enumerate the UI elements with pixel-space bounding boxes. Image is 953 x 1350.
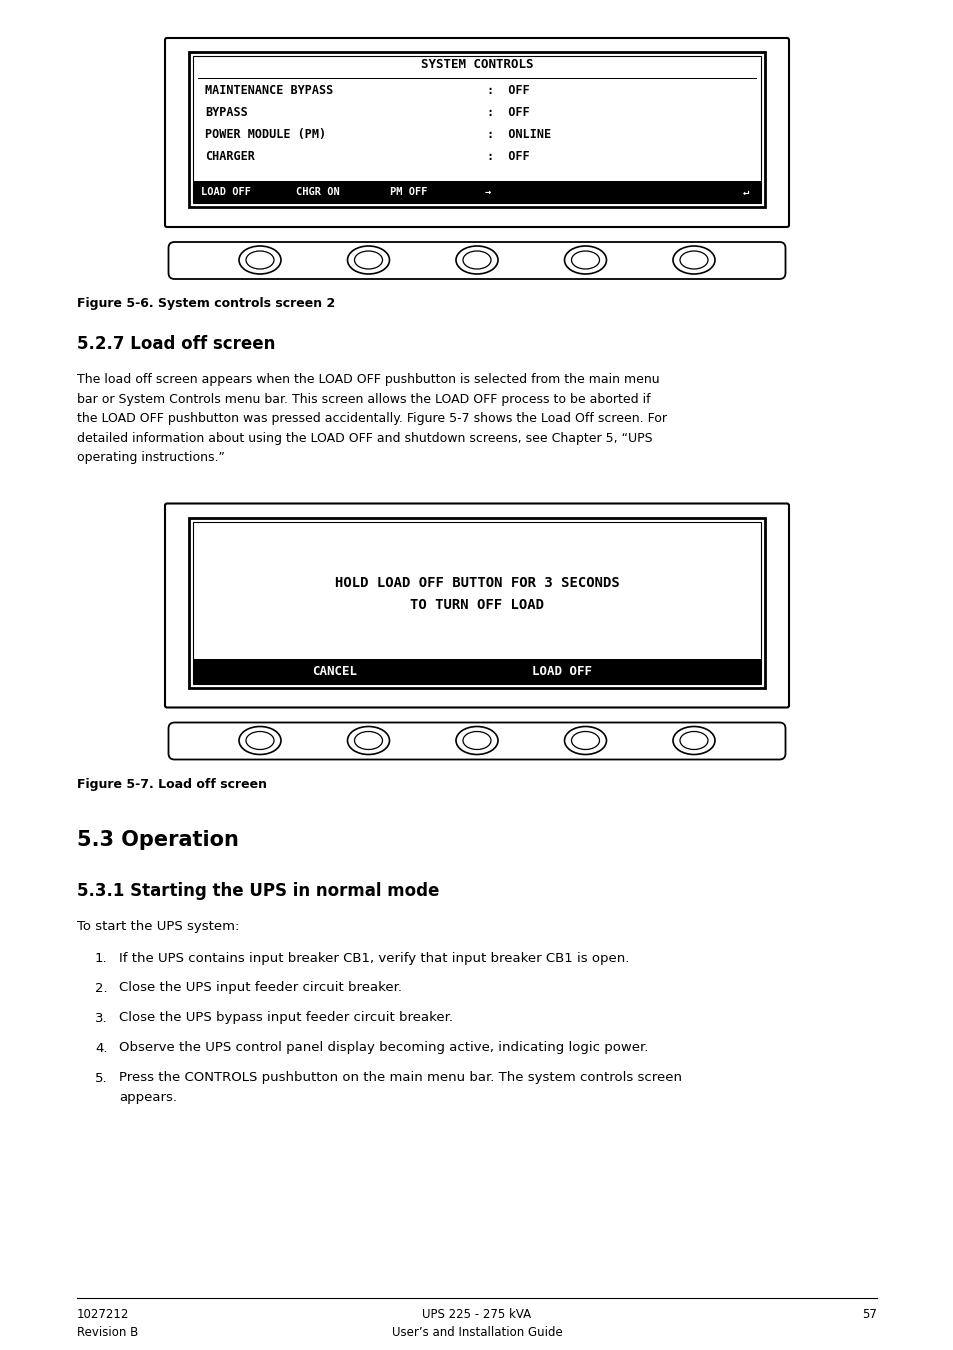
Bar — [189, 53, 764, 207]
Text: :  ONLINE: : ONLINE — [486, 128, 551, 140]
Ellipse shape — [347, 726, 389, 755]
FancyBboxPatch shape — [169, 722, 784, 760]
Ellipse shape — [564, 246, 606, 274]
Ellipse shape — [564, 726, 606, 755]
Ellipse shape — [571, 251, 598, 269]
Ellipse shape — [246, 251, 274, 269]
Text: Figure 5-6. System controls screen 2: Figure 5-6. System controls screen 2 — [77, 297, 335, 310]
Ellipse shape — [239, 726, 281, 755]
Text: Observe the UPS control panel display becoming active, indicating logic power.: Observe the UPS control panel display be… — [119, 1041, 648, 1054]
Bar — [193, 521, 760, 683]
Text: 5.3.1 Starting the UPS in normal mode: 5.3.1 Starting the UPS in normal mode — [77, 882, 439, 899]
Ellipse shape — [679, 732, 707, 749]
Text: 5.2.7 Load off screen: 5.2.7 Load off screen — [77, 335, 275, 352]
Text: CHARGER: CHARGER — [205, 150, 254, 163]
Text: 3.: 3. — [95, 1011, 108, 1025]
Text: detailed information about using the LOAD OFF and shutdown screens, see Chapter : detailed information about using the LOA… — [77, 432, 652, 444]
Ellipse shape — [456, 246, 497, 274]
Bar — [193, 55, 760, 202]
Ellipse shape — [246, 732, 274, 749]
Text: If the UPS contains input breaker CB1, verify that input breaker CB1 is open.: If the UPS contains input breaker CB1, v… — [119, 952, 629, 964]
Text: Revision B: Revision B — [77, 1326, 138, 1339]
Text: POWER MODULE (PM): POWER MODULE (PM) — [205, 128, 326, 140]
Ellipse shape — [355, 251, 382, 269]
Text: 5.: 5. — [95, 1072, 108, 1084]
Ellipse shape — [672, 726, 714, 755]
Text: 57: 57 — [862, 1308, 876, 1322]
Text: LOAD OFF: LOAD OFF — [201, 188, 251, 197]
Text: appears.: appears. — [119, 1091, 177, 1104]
Text: ↵: ↵ — [742, 188, 748, 197]
Text: UPS 225 - 275 kVA: UPS 225 - 275 kVA — [422, 1308, 531, 1322]
Text: 1.: 1. — [95, 952, 108, 964]
Text: Close the UPS input feeder circuit breaker.: Close the UPS input feeder circuit break… — [119, 981, 401, 995]
Text: 4.: 4. — [95, 1041, 108, 1054]
Text: SYSTEM CONTROLS: SYSTEM CONTROLS — [420, 58, 533, 72]
FancyBboxPatch shape — [169, 242, 784, 279]
Ellipse shape — [679, 251, 707, 269]
Bar — [189, 517, 764, 687]
Text: 2.: 2. — [95, 981, 108, 995]
Ellipse shape — [571, 732, 598, 749]
Text: MAINTENANCE BYPASS: MAINTENANCE BYPASS — [205, 84, 333, 97]
Text: The load off screen appears when the LOAD OFF pushbutton is selected from the ma: The load off screen appears when the LOA… — [77, 373, 659, 386]
Text: Figure 5-7. Load off screen: Figure 5-7. Load off screen — [77, 778, 267, 791]
Text: :  OFF: : OFF — [486, 84, 529, 97]
Text: TO TURN OFF LOAD: TO TURN OFF LOAD — [410, 598, 543, 612]
Text: →: → — [484, 188, 491, 197]
Text: To start the UPS system:: To start the UPS system: — [77, 919, 239, 933]
Text: Press the CONTROLS pushbutton on the main menu bar. The system controls screen: Press the CONTROLS pushbutton on the mai… — [119, 1072, 681, 1084]
Text: LOAD OFF: LOAD OFF — [532, 664, 592, 678]
Text: 1027212: 1027212 — [77, 1308, 130, 1322]
Text: the LOAD OFF pushbutton was pressed accidentally. Figure 5-7 shows the Load Off : the LOAD OFF pushbutton was pressed acci… — [77, 412, 666, 425]
Ellipse shape — [355, 732, 382, 749]
Ellipse shape — [456, 726, 497, 755]
Text: User’s and Installation Guide: User’s and Installation Guide — [392, 1326, 561, 1339]
Ellipse shape — [462, 251, 491, 269]
FancyBboxPatch shape — [165, 504, 788, 707]
Text: HOLD LOAD OFF BUTTON FOR 3 SECONDS: HOLD LOAD OFF BUTTON FOR 3 SECONDS — [335, 575, 618, 590]
Ellipse shape — [462, 732, 491, 749]
Text: :  OFF: : OFF — [486, 107, 529, 119]
Bar — [193, 181, 760, 202]
Text: :  OFF: : OFF — [486, 150, 529, 163]
Ellipse shape — [347, 246, 389, 274]
Text: PM OFF: PM OFF — [390, 188, 427, 197]
Text: CHGR ON: CHGR ON — [295, 188, 339, 197]
Text: BYPASS: BYPASS — [205, 107, 248, 119]
Text: 5.3 Operation: 5.3 Operation — [77, 829, 238, 849]
Text: Close the UPS bypass input feeder circuit breaker.: Close the UPS bypass input feeder circui… — [119, 1011, 453, 1025]
Ellipse shape — [239, 246, 281, 274]
Ellipse shape — [672, 246, 714, 274]
Text: CANCEL: CANCEL — [313, 664, 357, 678]
Text: operating instructions.”: operating instructions.” — [77, 451, 225, 464]
Bar — [193, 659, 760, 683]
FancyBboxPatch shape — [165, 38, 788, 227]
Text: bar or System Controls menu bar. This screen allows the LOAD OFF process to be a: bar or System Controls menu bar. This sc… — [77, 393, 650, 405]
